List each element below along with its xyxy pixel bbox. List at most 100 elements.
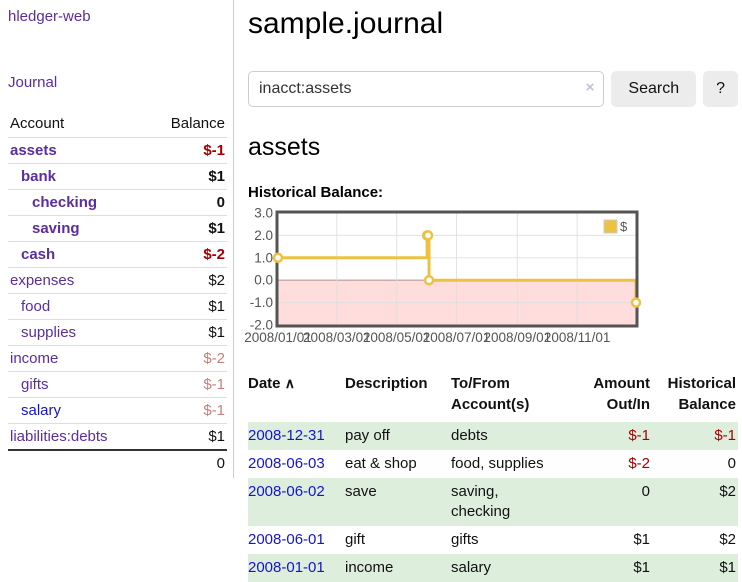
transaction-description: income [345, 559, 394, 576]
transaction-balance: $-1 [714, 427, 736, 444]
page-title: sample.journal [248, 7, 444, 40]
search-input[interactable] [248, 71, 605, 107]
account-link[interactable]: checking [32, 194, 98, 211]
accounts-total-value: 0 [216, 455, 225, 472]
account-balance: $1 [208, 324, 225, 341]
svg-text:2008/07/01: 2008/07/01 [423, 330, 491, 345]
transaction-balance: $2 [719, 483, 736, 500]
account-link[interactable]: food [21, 298, 51, 315]
account-row: income $-2 [8, 345, 227, 372]
account-balance: $-2 [203, 246, 225, 263]
search-box: × [248, 71, 605, 107]
account-balance: $1 [208, 220, 225, 237]
account-balance: $-1 [203, 142, 225, 159]
account-link[interactable]: bank [21, 168, 57, 185]
balance-chart: $3.0 2.0 1.0 0.0 -1.0 -2.0 2008/01/01 2008/03/0… [244, 206, 738, 349]
transaction-accounts: saving, checking [451, 483, 511, 520]
account-link[interactable]: saving [32, 220, 80, 237]
account-balance: $1 [208, 298, 225, 315]
clear-search-icon[interactable]: × [585, 79, 595, 96]
svg-text:2008/05/01: 2008/05/01 [363, 330, 431, 345]
account-link[interactable]: income [10, 350, 59, 367]
transaction-amount: $1 [633, 559, 650, 576]
sidebar-item-journal[interactable]: Journal [8, 74, 58, 91]
account-link[interactable]: liabilities:debts [10, 428, 108, 445]
register-table: Date ∧ Description To/From Account(s) Am… [248, 371, 738, 582]
sidebar: hledger-web Journal Account Balance asse… [0, 0, 234, 478]
account-row: food $1 [8, 293, 227, 320]
account-balance: $-1 [203, 376, 225, 393]
main-content: sample.journal × Search ? assets Histori… [244, 0, 738, 582]
svg-text:-1.0: -1.0 [250, 295, 273, 310]
accounts-header-account: Account [10, 115, 65, 132]
accounts-header-row: Account Balance [8, 111, 227, 138]
transaction-date-link[interactable]: 2008-12-31 [248, 427, 325, 444]
transaction-date-link[interactable]: 2008-06-03 [248, 455, 325, 472]
transaction-description: gift [345, 531, 366, 548]
account-link[interactable]: cash [21, 246, 56, 263]
accounts-total-row: 0 [8, 450, 227, 476]
account-row: salary $-1 [8, 397, 227, 424]
app-title-link[interactable]: hledger-web [8, 8, 91, 25]
chart-title: Historical Balance: [248, 184, 384, 201]
register-row: 2008-06-03 eat & shop food, supplies $-2 0 [248, 450, 738, 478]
svg-text:-2.0: -2.0 [250, 318, 273, 333]
accounts-header-balance: Balance [170, 115, 225, 132]
register-header-accounts: To/From Account(s) [451, 375, 530, 413]
register-header-balance: Historical Balance [667, 375, 736, 413]
transaction-description: save [345, 483, 377, 500]
account-link[interactable]: supplies [21, 324, 77, 341]
transaction-amount: $1 [633, 531, 650, 548]
transaction-description: eat & shop [345, 455, 417, 472]
transaction-accounts: debts [451, 427, 488, 444]
account-row: expenses $2 [8, 267, 227, 294]
transaction-balance: $1 [719, 559, 736, 576]
account-row: gifts $-1 [8, 371, 227, 398]
search-button[interactable]: Search [611, 71, 697, 107]
svg-text:2008/01/01: 2008/01/01 [244, 330, 312, 345]
transaction-date-link[interactable]: 2008-01-01 [248, 559, 325, 576]
register-header-row: Date ∧ Description To/From Account(s) Am… [248, 371, 738, 422]
balance-chart-svg: $3.0 2.0 1.0 0.0 -1.0 -2.02008/01/012008/03/0… [244, 206, 642, 345]
transaction-amount: $-1 [628, 427, 650, 444]
register-row: 2008-12-31 pay off debts $-1 $-1 [248, 422, 738, 450]
register-row: 2008-01-01 income salary $1 $1 [248, 554, 738, 582]
account-row: saving $1 [8, 215, 227, 242]
account-balance: $2 [208, 272, 225, 289]
transaction-amount: $-2 [628, 455, 650, 472]
account-link[interactable]: expenses [10, 272, 75, 289]
svg-text:2.0: 2.0 [254, 228, 273, 243]
transaction-accounts: gifts [451, 531, 479, 548]
svg-text:$: $ [620, 219, 628, 234]
transaction-balance: $2 [719, 531, 736, 548]
register-row: 2008-06-02 save saving, checking 0 $2 [248, 478, 738, 526]
account-balance: $1 [208, 428, 225, 445]
svg-text:0.0: 0.0 [254, 273, 273, 288]
transaction-balance: 0 [727, 455, 736, 472]
sort-asc-icon: ∧ [284, 375, 295, 391]
account-balance: $-1 [203, 402, 225, 419]
register-header-date[interactable]: Date ∧ [248, 375, 295, 392]
account-link[interactable]: gifts [21, 376, 49, 393]
register-header-description: Description [345, 375, 428, 392]
register-header-amount: Amount Out/In [593, 375, 650, 413]
transaction-date-link[interactable]: 2008-06-02 [248, 483, 325, 500]
accounts-table: Account Balance assets $-1 bank $1 checking 0… [8, 111, 227, 476]
account-balance: $-2 [203, 350, 225, 367]
transaction-description: pay off [345, 427, 390, 444]
account-link[interactable]: assets [10, 142, 57, 159]
register-row: 2008-06-01 gift gifts $1 $2 [248, 526, 738, 554]
transaction-date-link[interactable]: 2008-06-01 [248, 531, 325, 548]
transaction-accounts: salary [451, 559, 492, 576]
svg-text:2008/11/01: 2008/11/01 [544, 330, 611, 345]
svg-text:3.0: 3.0 [254, 206, 273, 221]
transaction-amount: 0 [641, 483, 650, 500]
help-button[interactable]: ? [703, 71, 738, 107]
transaction-accounts: food, supplies [451, 455, 544, 472]
account-row: cash $-2 [8, 241, 227, 268]
account-row: checking 0 [8, 189, 227, 216]
account-link[interactable]: salary [21, 402, 62, 419]
account-row: assets $-1 [8, 137, 227, 164]
account-row: supplies $1 [8, 319, 227, 346]
account-balance: 0 [216, 194, 225, 211]
